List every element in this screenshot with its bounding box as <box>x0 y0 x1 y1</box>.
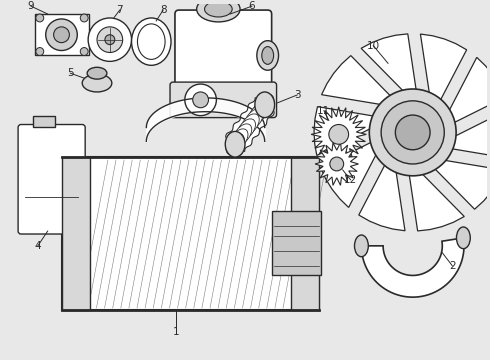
Circle shape <box>36 14 44 22</box>
Circle shape <box>36 48 44 55</box>
Ellipse shape <box>82 74 112 92</box>
Polygon shape <box>314 107 380 156</box>
Text: 6: 6 <box>248 1 255 11</box>
Polygon shape <box>321 55 395 105</box>
Bar <box>35 14 89 55</box>
Polygon shape <box>315 143 359 185</box>
Text: 12: 12 <box>344 175 357 185</box>
Ellipse shape <box>230 129 248 150</box>
Ellipse shape <box>248 104 267 125</box>
FancyBboxPatch shape <box>170 82 276 118</box>
Circle shape <box>193 92 209 108</box>
Polygon shape <box>359 159 405 231</box>
Text: 3: 3 <box>294 90 300 100</box>
Polygon shape <box>408 168 464 231</box>
Ellipse shape <box>225 131 245 157</box>
Ellipse shape <box>196 0 240 22</box>
Polygon shape <box>226 98 274 151</box>
Bar <box>33 116 54 127</box>
Circle shape <box>330 157 343 171</box>
Bar <box>63 157 90 310</box>
Text: 7: 7 <box>117 5 123 15</box>
Text: 10: 10 <box>367 41 380 51</box>
Ellipse shape <box>131 18 171 65</box>
Ellipse shape <box>226 134 244 155</box>
Ellipse shape <box>204 1 232 17</box>
Polygon shape <box>431 159 490 209</box>
Bar <box>271 211 321 275</box>
Text: 11: 11 <box>318 106 331 116</box>
Polygon shape <box>361 34 417 96</box>
Circle shape <box>80 14 88 22</box>
Ellipse shape <box>252 99 270 120</box>
Text: 1: 1 <box>172 327 179 337</box>
Polygon shape <box>311 107 367 162</box>
Circle shape <box>395 115 430 150</box>
Ellipse shape <box>262 46 273 64</box>
Ellipse shape <box>138 24 165 59</box>
Ellipse shape <box>234 124 252 145</box>
FancyBboxPatch shape <box>175 10 271 97</box>
Text: 8: 8 <box>160 5 167 15</box>
Polygon shape <box>320 139 380 207</box>
Text: 9: 9 <box>27 1 34 11</box>
Circle shape <box>329 125 348 144</box>
Circle shape <box>105 35 115 45</box>
Polygon shape <box>362 238 464 297</box>
Circle shape <box>369 89 456 176</box>
Circle shape <box>88 18 131 61</box>
Text: 5: 5 <box>67 68 74 78</box>
Circle shape <box>97 27 122 53</box>
Ellipse shape <box>245 109 263 130</box>
FancyBboxPatch shape <box>18 125 85 234</box>
Ellipse shape <box>256 94 274 115</box>
Bar <box>292 157 319 310</box>
Circle shape <box>46 19 77 50</box>
Ellipse shape <box>237 119 255 140</box>
Ellipse shape <box>255 92 274 118</box>
Polygon shape <box>446 109 490 158</box>
Ellipse shape <box>241 114 259 135</box>
Ellipse shape <box>457 227 470 249</box>
Text: 2: 2 <box>449 261 456 271</box>
Ellipse shape <box>257 41 278 70</box>
Polygon shape <box>446 57 490 125</box>
Circle shape <box>80 48 88 55</box>
Ellipse shape <box>87 67 107 79</box>
Text: 4: 4 <box>34 241 41 251</box>
Bar <box>63 157 319 310</box>
Polygon shape <box>420 34 466 105</box>
Ellipse shape <box>354 235 368 257</box>
Circle shape <box>381 101 444 164</box>
Circle shape <box>53 27 70 42</box>
Circle shape <box>185 84 217 116</box>
